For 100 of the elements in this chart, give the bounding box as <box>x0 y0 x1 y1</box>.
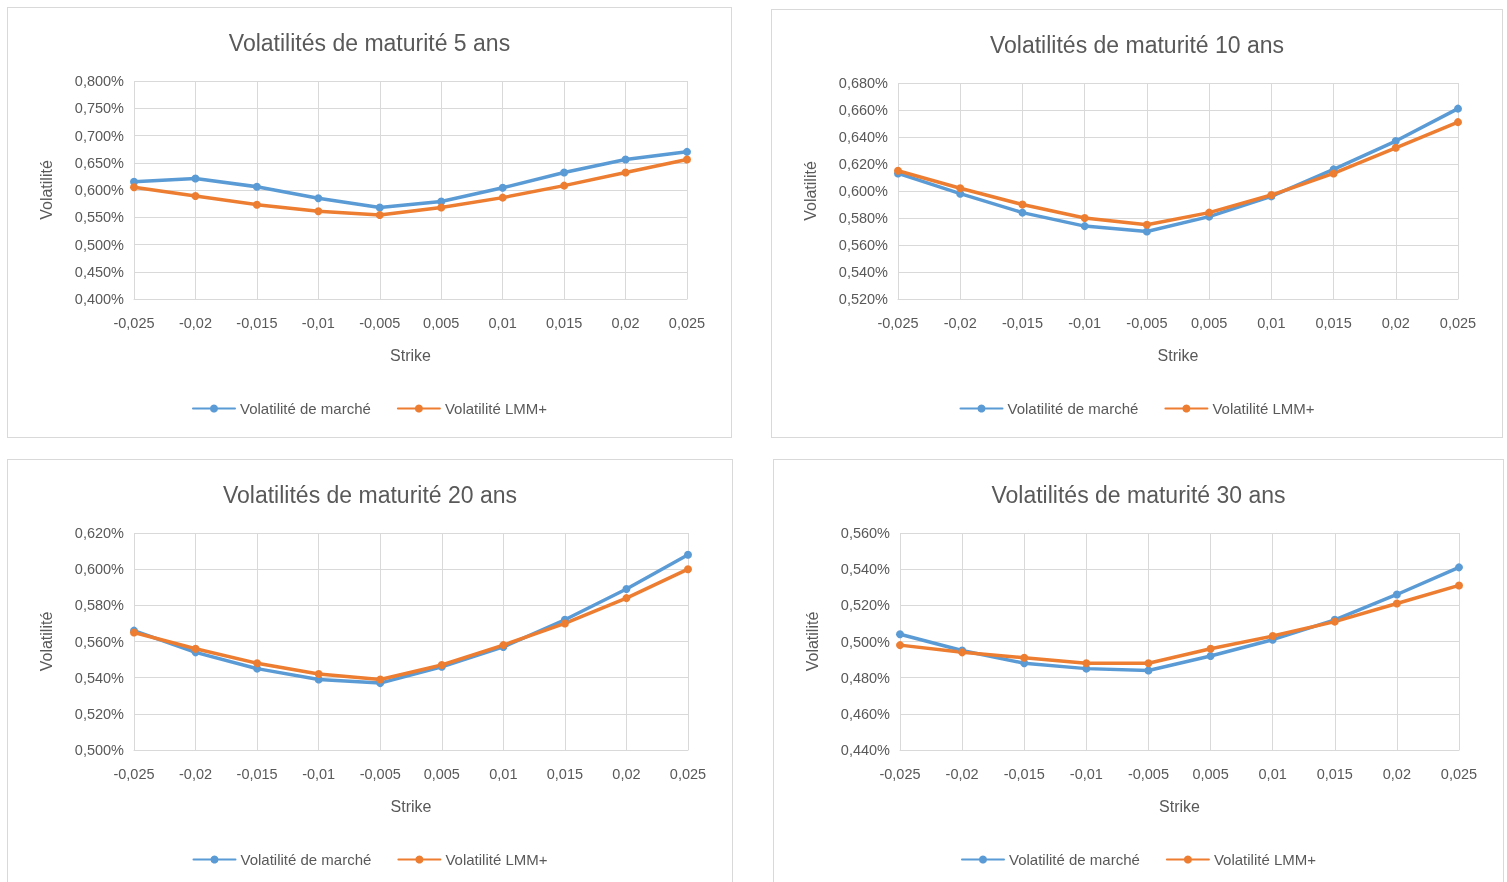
point <box>1080 214 1089 222</box>
x-tick-label: -0,015 <box>236 314 278 331</box>
point <box>1454 118 1462 127</box>
y-axis-title: Volatilité <box>37 160 55 220</box>
y-axis-title: Volatilité <box>801 161 819 221</box>
point <box>1392 599 1401 608</box>
y-tick-label: 0,560% <box>74 633 125 650</box>
legend-label: Volatilité de marché <box>239 400 371 417</box>
point <box>622 585 631 594</box>
x-tick-label: -0,015 <box>1001 314 1044 331</box>
x-axis-title: Strike <box>1157 346 1199 364</box>
y-tick-label: 0,450% <box>74 263 125 280</box>
point <box>314 207 323 216</box>
y-tick-label: 0,540% <box>838 264 889 280</box>
point <box>684 550 692 559</box>
y-axis-title: Volatilité <box>37 611 55 672</box>
x-tick-label: -0,005 <box>1126 314 1168 331</box>
y-tick-label: 0,600% <box>74 182 125 198</box>
y-tick-label: 0,560% <box>840 525 891 541</box>
point <box>191 174 200 183</box>
point <box>498 183 507 192</box>
x-tick-label: 0,015 <box>1316 765 1353 782</box>
point <box>1142 220 1151 229</box>
point <box>560 168 569 177</box>
y-tick-label: 0,640% <box>838 129 889 145</box>
y-tick-label: 0,800% <box>74 73 125 89</box>
x-tick-label: 0,02 <box>612 765 641 782</box>
x-tick-label: -0,015 <box>236 765 278 782</box>
y-tick-label: 0,400% <box>74 291 125 307</box>
y-tick-label: 0,600% <box>838 183 889 199</box>
x-tick-label: -0,005 <box>359 765 401 782</box>
point <box>896 630 904 639</box>
point <box>375 211 384 220</box>
point <box>314 194 323 203</box>
x-tick-label: -0,025 <box>113 765 155 782</box>
y-tick-label: 0,500% <box>74 742 125 758</box>
point <box>1454 104 1462 113</box>
x-tick-label: 0,015 <box>546 765 584 782</box>
point <box>1018 208 1027 217</box>
x-tick-label: -0,02 <box>178 314 212 331</box>
x-tick-label: -0,02 <box>943 314 977 331</box>
point <box>560 181 569 190</box>
x-tick-label: 0,005 <box>1192 765 1229 782</box>
point <box>1142 227 1151 236</box>
y-tick-label: 0,480% <box>840 669 891 686</box>
point <box>683 155 691 164</box>
point <box>1082 659 1091 668</box>
x-tick-label: 0,02 <box>611 314 640 331</box>
y-axis-title: Volatilité <box>803 611 821 672</box>
point <box>1144 666 1153 675</box>
y-tick-label: 0,650% <box>74 154 125 171</box>
x-tick-label: -0,025 <box>877 314 919 331</box>
y-tick-label: 0,660% <box>838 102 889 118</box>
y-tick-label: 0,620% <box>838 156 889 172</box>
x-tick-label: 0,015 <box>1315 314 1352 331</box>
x-tick-label: 0,025 <box>1440 765 1478 782</box>
point <box>1455 563 1463 572</box>
y-tick-label: 0,750% <box>74 100 125 117</box>
x-tick-label: -0,015 <box>1003 765 1045 782</box>
point <box>1392 590 1401 599</box>
y-tick-label: 0,700% <box>74 127 125 144</box>
x-tick-label: 0,025 <box>1439 314 1477 331</box>
point <box>253 659 262 668</box>
y-tick-label: 0,520% <box>838 291 889 307</box>
legend-label: Volatilité LMM+ <box>1212 400 1315 417</box>
x-tick-label: 0,01 <box>489 765 518 782</box>
x-tick-label: -0,025 <box>113 314 155 331</box>
y-tick-label: 0,680% <box>838 75 889 91</box>
legend-label: Volatilité de marché <box>1007 400 1139 417</box>
y-tick-label: 0,600% <box>74 561 125 578</box>
point <box>896 641 904 650</box>
y-tick-label: 0,580% <box>74 597 125 614</box>
point <box>1144 659 1153 668</box>
x-tick-label: 0,005 <box>1190 314 1228 331</box>
point <box>621 168 630 177</box>
point <box>437 203 446 212</box>
point <box>1206 644 1215 653</box>
point <box>1020 653 1029 662</box>
point <box>683 147 691 156</box>
x-tick-label: 0,01 <box>1257 314 1286 331</box>
legend-label: Volatilité LMM+ <box>445 851 548 868</box>
x-tick-label: 0,005 <box>423 314 460 331</box>
chart-title: Volatilités de maturité 10 ans <box>989 31 1285 58</box>
point <box>191 192 200 200</box>
y-tick-label: 0,520% <box>840 597 891 614</box>
chart-title: Volatilités de maturité 30 ans <box>991 481 1286 508</box>
y-tick-label: 0,540% <box>840 561 891 578</box>
legend-label: Volatilité de marché <box>240 851 372 868</box>
point <box>956 184 965 193</box>
x-tick-label: 0,01 <box>488 314 517 331</box>
point <box>498 193 507 202</box>
point <box>622 594 631 603</box>
point <box>1391 143 1400 152</box>
point <box>252 200 261 209</box>
point <box>1329 169 1338 178</box>
x-tick-label: 0,02 <box>1382 765 1412 782</box>
x-tick-label: -0,005 <box>1127 765 1170 782</box>
x-tick-label: -0,02 <box>179 765 213 782</box>
y-tick-label: 0,500% <box>74 236 125 253</box>
point <box>621 155 630 164</box>
